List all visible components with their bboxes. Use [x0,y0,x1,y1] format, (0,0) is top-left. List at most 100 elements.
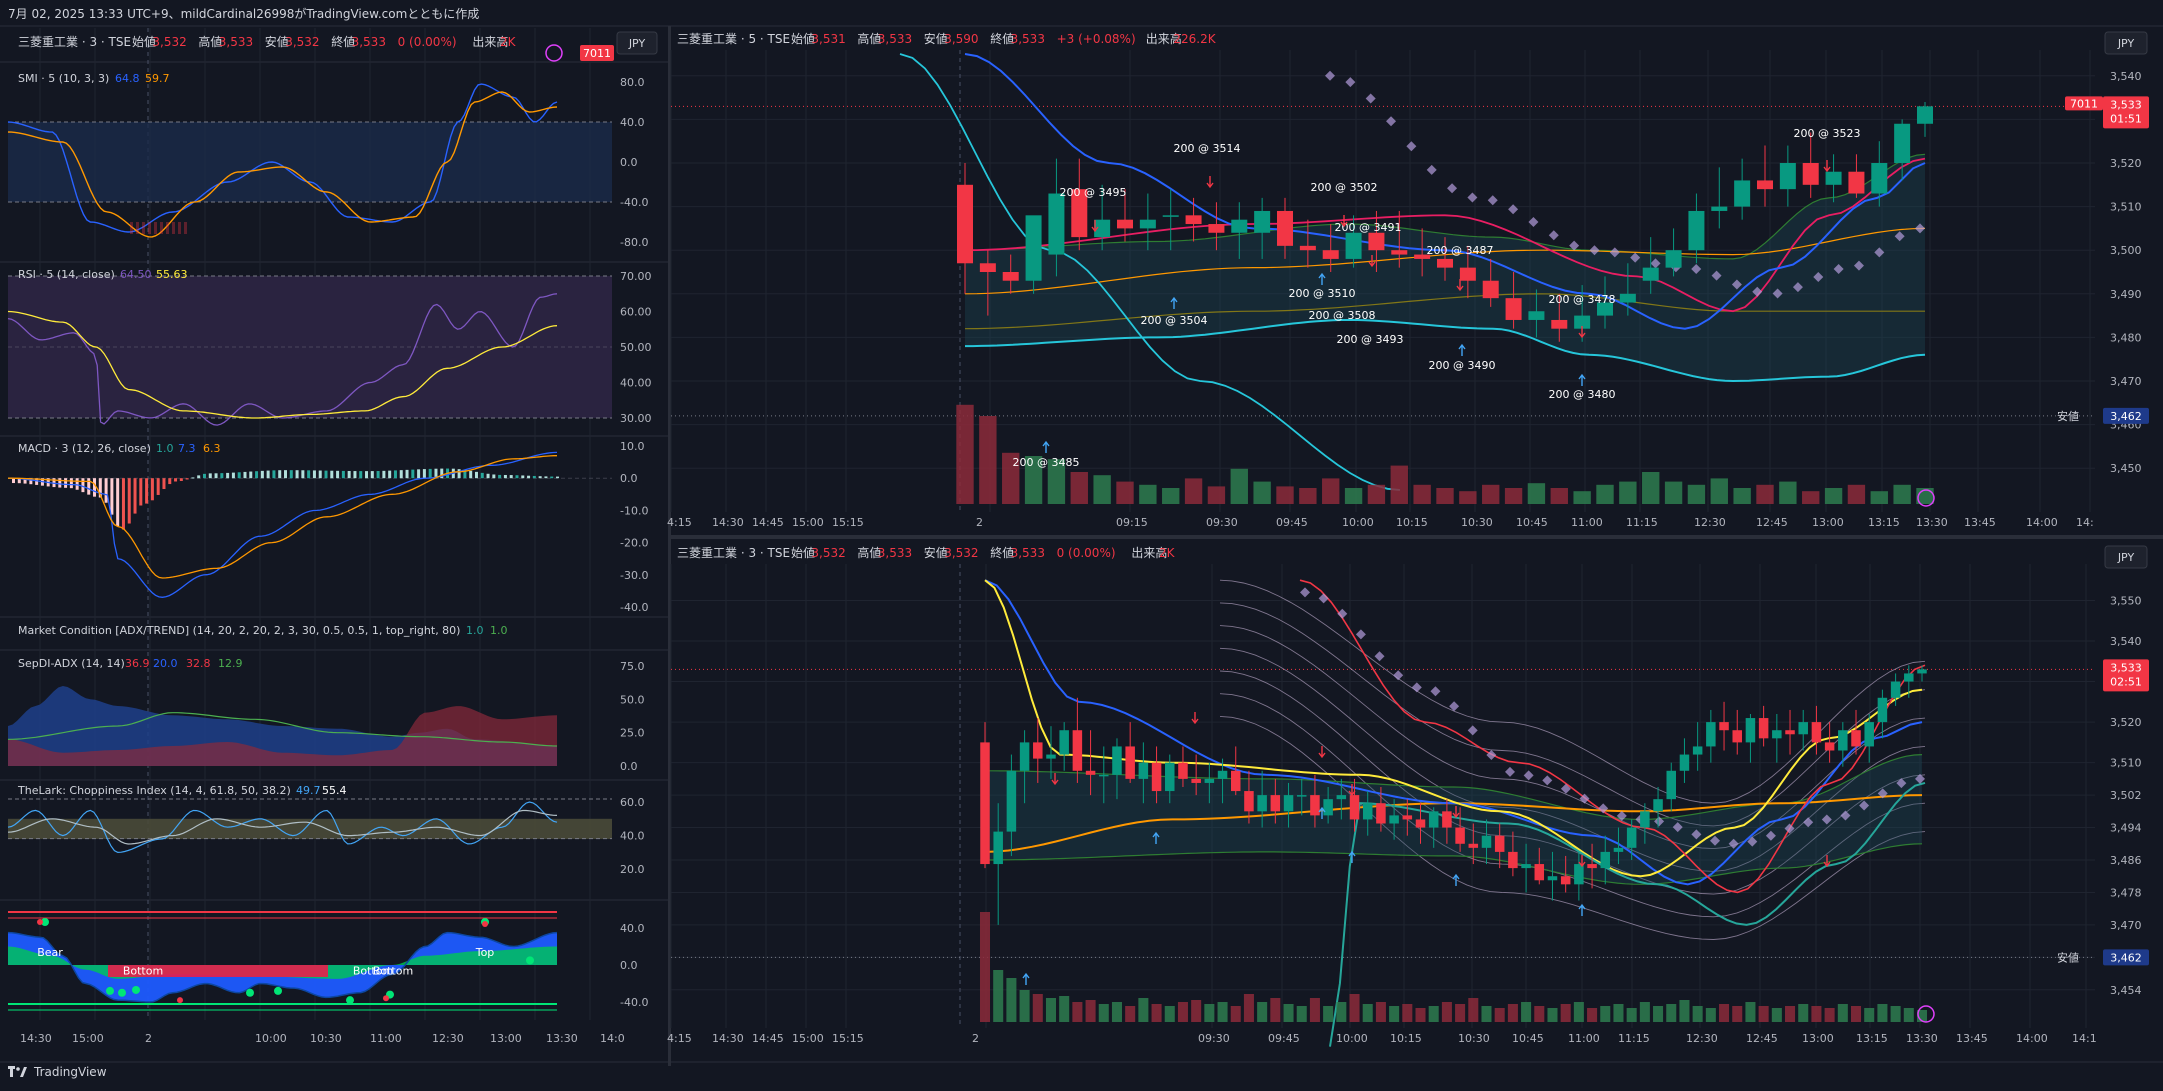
top-right-trade-label: 200 @ 3514 [1174,142,1241,155]
bottom_right-time-label: 14:00 [2016,1032,2048,1045]
bottom-right-candle-body [1758,718,1769,739]
bottom_right-time-label: 14:30 [712,1032,744,1045]
top_right-time-label: 10:00 [1342,516,1374,529]
bottom-right-candle-body [1719,722,1729,731]
left-legend-high_label: 高値 [198,34,222,49]
bottom_right-legend-volume: 2K [1159,546,1176,560]
top-right-candle-body [1117,219,1133,229]
macd-hist-bar [17,478,21,484]
bottom-right-volume-bar [1916,1010,1928,1022]
bottom_right-time-label: 4:15 [667,1032,692,1045]
top-right-diamond-marker [1853,260,1864,271]
bottom-right-diamond-marker [1579,793,1590,804]
top-right-volume-bar [1253,481,1271,504]
bottom-right-fan-line [1219,693,1926,918]
top-right-volume-bar [1024,456,1043,504]
top-right-trade-label: 200 @ 3508 [1309,309,1376,322]
macd-label: MACD · 3 (12, 26, close) [18,442,151,455]
top-right-diamond-marker [1487,195,1498,206]
left-legend-low: 3,532 [285,35,319,49]
top-right-candle-body [1345,232,1362,259]
smi-tick: -40.0 [620,196,648,209]
macd-hist-bar [185,478,189,480]
sell-arrow-icon [1456,279,1464,292]
macd-hist-bar [243,471,247,479]
macd-hist-bar [81,478,85,493]
sepdi-value-2: 20.0 [153,657,178,670]
bottom-right-candle-body [993,831,1003,865]
bottom-right-volume-bar [1481,1006,1492,1022]
macd-hist-bar [515,475,519,479]
smi-value-1: 64.8 [115,72,140,85]
sell-arrow-icon [1578,855,1586,868]
macd-hist-bar [428,468,432,479]
top-right-candle-body [1802,163,1819,185]
top-right-volume-bar [1367,484,1386,504]
bottom-right-fan-line [1219,670,1926,895]
macd-hist-bar [35,478,39,485]
bottom-right-candle-body [1046,754,1056,759]
bottom-right-diamond-marker [1374,651,1385,662]
top-right-candle-body [1071,189,1088,238]
bottom_right-legend-close: 3,533 [1011,546,1045,560]
top-right-diamond-marker [1467,192,1478,203]
top-right-volume-bar [1504,488,1523,504]
bottom-right-volume-bar [1428,1006,1439,1022]
macd-hist-bar [121,478,125,530]
top_right-legend-high: 3,533 [878,32,912,46]
top_right-time-label: 13:00 [1812,516,1844,529]
top-right-diamond-marker [1731,279,1742,290]
bottom-right-candle-body [1191,778,1201,783]
bottom-right-diamond-marker [1654,816,1665,827]
top_right-price-tick: 3,510 [2110,201,2142,214]
macd-hist-bar [399,470,403,479]
top-right-diamond-marker [1386,116,1397,127]
top-right-volume-bar [1870,491,1888,504]
top-right-candle-body [1619,293,1636,303]
top-right-diamond-marker [1752,286,1763,297]
top-right-candle-body [1734,180,1751,207]
rsi-tick: 40.00 [620,377,652,390]
macd-hist-bar [255,471,259,479]
top-right-volume-bar [1527,483,1546,504]
top-right-diamond-marker [1406,141,1417,152]
top_right-time-label: 09:15 [1116,516,1148,529]
top_right-legend-open: 3,531 [811,32,845,46]
bottom_right-time-label: 13:30 [1906,1032,1938,1045]
top-right-candle-body [1551,319,1568,329]
bottom_right-price-tick: 3,478 [2110,886,2142,899]
bottom-right-diamond-marker [1896,778,1907,789]
top-right-lightning-icon[interactable] [1917,489,1935,507]
lightning-icon[interactable] [545,44,563,62]
bottom-right-lightning-icon[interactable] [1917,1005,1935,1023]
bottom-right-candle-body [1072,730,1083,771]
bottom_right-low-tag [2103,949,2149,966]
top_right-countdown: 01:51 [2110,112,2142,125]
bottom-right-candle-body [1349,795,1360,820]
bottom-right-volume-bar [1111,1002,1122,1022]
bottom_right-time-label: 10:30 [1458,1032,1490,1045]
top_right-price-tick: 3,490 [2110,288,2142,301]
sepdi-value-1: 36.9 [125,657,150,670]
top-right-symbol-tag [2065,96,2103,111]
left-time-label: 10:00 [255,1032,287,1045]
bottom-right-volume-bar [1811,1006,1822,1022]
bottom-right-candle-body [1877,697,1888,723]
top_right-time-label: 11:00 [1571,516,1603,529]
bottom-right-volume-bar [1521,1002,1532,1022]
left-legend-symbol: 三菱重工業 · 3 · TSE [18,35,131,49]
sepdi-area-red [8,706,557,766]
chop-value-2: 55.4 [322,784,347,797]
top_right-time-label: 4:15 [667,516,692,529]
bottom-right-volume-bar [1309,998,1320,1022]
top_right-time-label: 14:30 [712,516,744,529]
bottom_right-price-tick: 3,470 [2110,919,2142,932]
macd-hist-bar [272,470,276,479]
tradingview-logo[interactable]: TradingView [8,1065,107,1079]
bottom-right-candle-body [1151,762,1162,792]
bottom_right-low-tag-label: 安値 [2057,950,2079,964]
left-time-label: 12:30 [432,1032,464,1045]
top-right-volume-bar [1459,491,1477,504]
bottom-right-volume-bar [1204,1004,1215,1022]
top_right-legend-high_label: 高値 [857,31,881,46]
